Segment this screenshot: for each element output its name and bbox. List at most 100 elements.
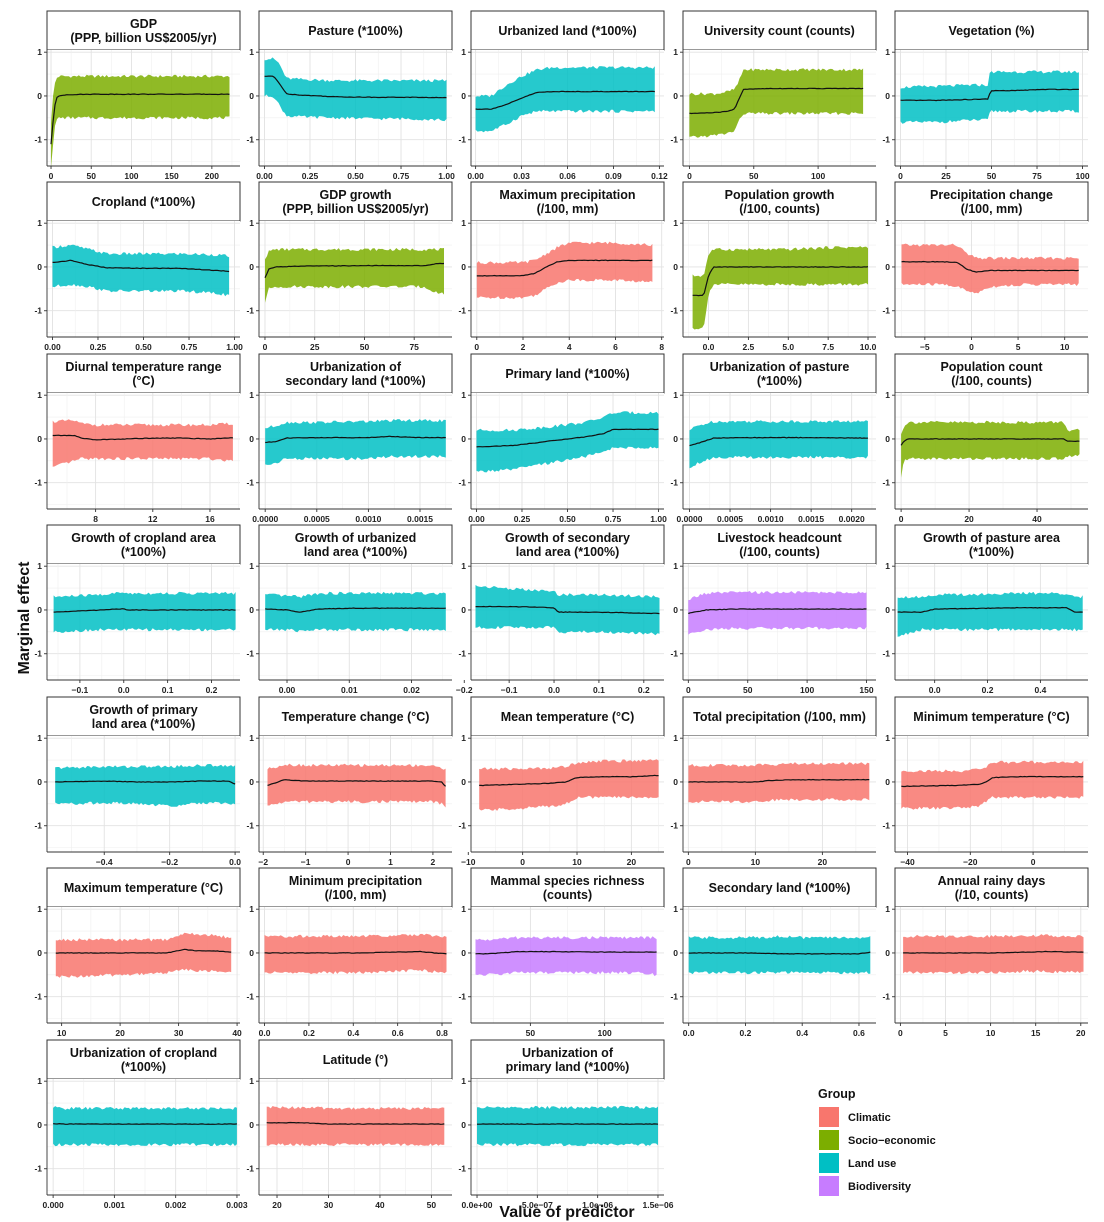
panel-title: (/100, counts) xyxy=(739,202,820,216)
confidence-band xyxy=(903,934,1084,975)
x-tick-label: 0.00 xyxy=(44,342,61,352)
panel-maximum-temperature-c: Maximum temperature (°C)10-110 20 30 40 xyxy=(34,867,242,1038)
panel-strip xyxy=(894,353,1089,394)
x-tick-label: 0.0020 xyxy=(839,514,865,524)
x-tick-label: 12 xyxy=(148,514,158,524)
y-tick-label: -1 xyxy=(34,992,42,1002)
x-tick-label: 0 xyxy=(1031,857,1036,867)
y-tick-label: 1 xyxy=(461,218,466,228)
y-tick-label: -1 xyxy=(34,1164,42,1174)
x-tick-label: 8 xyxy=(93,514,98,524)
y-tick-label: -1 xyxy=(246,821,254,831)
y-tick-label: -1 xyxy=(458,992,466,1002)
y-tick-label: -1 xyxy=(882,478,890,488)
y-tick-label: 1 xyxy=(673,390,678,400)
panel-title: University count (counts) xyxy=(704,24,855,38)
x-tick-label: 5.0e−07 xyxy=(522,1200,553,1210)
panels-layer: GDP(PPP, billion US$2005/yr)10-10 50 100 15… xyxy=(34,10,1090,1210)
x-tick-label: 30 xyxy=(324,1200,334,1210)
panel-maximum-precipitation-100-mm: Maximum precipitation(/100, mm) 1 0 -1 0 2 4 6 8 xyxy=(458,181,665,352)
panel-strip xyxy=(46,524,241,565)
x-tick-label: 0.2 xyxy=(740,1028,752,1038)
y-tick-label: 0 xyxy=(37,948,42,958)
x-tick-label: 0 xyxy=(346,857,351,867)
panel-strip xyxy=(682,867,877,908)
x-tick-label: 0.0 xyxy=(929,685,941,695)
panel-strip xyxy=(258,181,453,222)
x-tick-label: 2.5 xyxy=(742,342,754,352)
x-tick-label: 0.0 xyxy=(229,857,241,867)
y-tick-label: 1 xyxy=(461,390,466,400)
x-tick-label: 0.06 xyxy=(559,171,576,181)
panel-gdp-ppp-billion-us-2005-yr: GDP(PPP, billion US$2005/yr) 1 0 -1 0 50 100 15… xyxy=(34,10,241,181)
y-tick-label: 1 xyxy=(249,733,254,743)
x-tick-label: 4 xyxy=(567,342,572,352)
panel-annual-rainy-days-10-counts: Annual rainy days(/10, counts)10-10 5 10 15… xyxy=(882,867,1089,1038)
x-tick-label: 20 xyxy=(272,1200,282,1210)
panel-title: Maximum temperature (°C) xyxy=(64,881,223,895)
confidence-band xyxy=(51,74,230,168)
mean-effect-line xyxy=(264,950,447,955)
y-tick-label: 1 xyxy=(249,47,254,57)
panel-livestock-headcount-100-counts: Livestock headcount(/100, counts) 1 0 -1 0 50… xyxy=(670,524,877,695)
x-tick-label: 0.1 xyxy=(593,685,605,695)
y-tick-label: -1 xyxy=(246,992,254,1002)
x-tick-label: 0.25 xyxy=(302,171,319,181)
panel-strip xyxy=(258,867,453,908)
y-tick-label: 1 xyxy=(37,47,42,57)
panel-title: primary land (*100%) xyxy=(506,1060,630,1074)
x-tick-label: 0.4 xyxy=(347,1028,359,1038)
y-tick-label: 1 xyxy=(461,561,466,571)
x-tick-label: 0.0005 xyxy=(717,514,743,524)
x-tick-label: 50 xyxy=(86,171,96,181)
grid xyxy=(471,907,664,1023)
panel-title: (PPP, billion US$2005/yr) xyxy=(70,31,216,45)
grid xyxy=(895,393,1088,509)
x-tick-label: 100 xyxy=(811,171,825,181)
panel-strip xyxy=(46,10,241,51)
y-tick-label: -1 xyxy=(458,1164,466,1174)
x-tick-label: 50 xyxy=(360,342,370,352)
x-tick-label: 1 xyxy=(388,857,393,867)
legend: Group Climatic Socio−economic Land use B… xyxy=(818,1087,936,1196)
y-tick-label: 1 xyxy=(673,218,678,228)
mean-effect-line xyxy=(52,434,233,441)
y-tick-label: 0 xyxy=(673,91,678,101)
panel-title: Urbanization of xyxy=(310,360,402,374)
panel-title: Livestock headcount xyxy=(717,531,842,545)
confidence-band xyxy=(897,591,1083,637)
x-tick-label: 100 xyxy=(800,685,814,695)
x-tick-label: 75 xyxy=(409,342,419,352)
panel-title: GDP growth xyxy=(320,188,392,202)
y-tick-label: 0 xyxy=(885,948,890,958)
panel-pasture-100: Pasture (*100%) 1 0 -1 0.00 0.25 0.50 0.75 1.00 xyxy=(246,10,455,181)
mean-effect-line xyxy=(901,775,1084,788)
mean-effect-line xyxy=(267,779,447,787)
y-tick-label: 0 xyxy=(461,948,466,958)
mean-effect-line xyxy=(692,266,869,297)
x-tick-label: 0 xyxy=(969,342,974,352)
panel-latitude: Latitude (°) 1 0 -1 20 30 40 50 xyxy=(246,1039,453,1210)
panel-title: (/10, counts) xyxy=(955,888,1029,902)
legend-label-socio-economic: Socio−economic xyxy=(848,1135,936,1147)
panel-title: Minimum temperature (°C) xyxy=(913,710,1069,724)
confidence-band xyxy=(688,762,870,804)
legend-key-socio-economic xyxy=(819,1130,839,1150)
confidence-band xyxy=(689,420,868,469)
x-tick-label: 20 xyxy=(627,857,637,867)
y-tick-label: 1 xyxy=(37,218,42,228)
y-tick-label: 0 xyxy=(37,1120,42,1130)
x-tick-label: 0.0000 xyxy=(252,514,278,524)
confidence-band xyxy=(53,1106,237,1147)
x-tick-label: 0.6 xyxy=(853,1028,865,1038)
x-tick-label: 0.2 xyxy=(638,685,650,695)
y-tick-label: 1 xyxy=(673,47,678,57)
x-tick-label: 0 xyxy=(687,171,692,181)
y-tick-label: 0 xyxy=(249,948,254,958)
x-tick-label: −0.2 xyxy=(161,857,178,867)
confidence-band xyxy=(477,1105,658,1147)
panel-title: Annual rainy days xyxy=(938,874,1046,888)
x-tick-label: 0.0005 xyxy=(304,514,330,524)
legend-key-climatic xyxy=(819,1107,839,1127)
